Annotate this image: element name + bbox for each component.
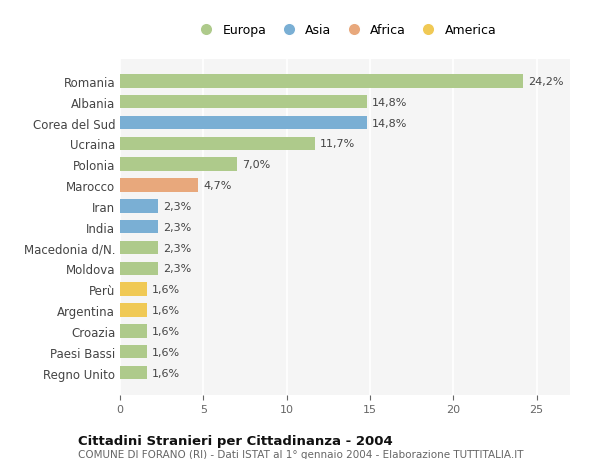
Text: 1,6%: 1,6% [152, 347, 180, 357]
Bar [120, 95, 367, 109]
Text: 11,7%: 11,7% [320, 139, 355, 149]
Bar [120, 262, 158, 275]
Text: Cittadini Stranieri per Cittadinanza - 2004: Cittadini Stranieri per Cittadinanza - 2… [78, 434, 393, 447]
Bar [120, 283, 146, 297]
Bar [120, 117, 367, 130]
Bar [120, 158, 236, 172]
Bar [120, 345, 146, 359]
Bar [120, 241, 158, 255]
Bar [120, 137, 315, 151]
Bar [120, 75, 523, 89]
Bar [120, 303, 146, 317]
Bar [120, 325, 146, 338]
Text: 24,2%: 24,2% [529, 77, 564, 87]
Bar [120, 179, 199, 192]
Bar [120, 366, 146, 380]
Bar [120, 200, 158, 213]
Text: 1,6%: 1,6% [152, 368, 180, 378]
Text: 4,7%: 4,7% [203, 181, 232, 190]
Text: 14,8%: 14,8% [371, 97, 407, 107]
Text: 2,3%: 2,3% [163, 264, 191, 274]
Text: 1,6%: 1,6% [152, 326, 180, 336]
Legend: Europa, Asia, Africa, America: Europa, Asia, Africa, America [188, 19, 502, 42]
Text: 1,6%: 1,6% [152, 285, 180, 295]
Text: COMUNE DI FORANO (RI) - Dati ISTAT al 1° gennaio 2004 - Elaborazione TUTTITALIA.: COMUNE DI FORANO (RI) - Dati ISTAT al 1°… [78, 449, 523, 459]
Text: 2,3%: 2,3% [163, 202, 191, 212]
Bar [120, 220, 158, 234]
Text: 14,8%: 14,8% [371, 118, 407, 128]
Text: 2,3%: 2,3% [163, 222, 191, 232]
Text: 2,3%: 2,3% [163, 243, 191, 253]
Text: 1,6%: 1,6% [152, 305, 180, 315]
Text: 7,0%: 7,0% [242, 160, 270, 170]
